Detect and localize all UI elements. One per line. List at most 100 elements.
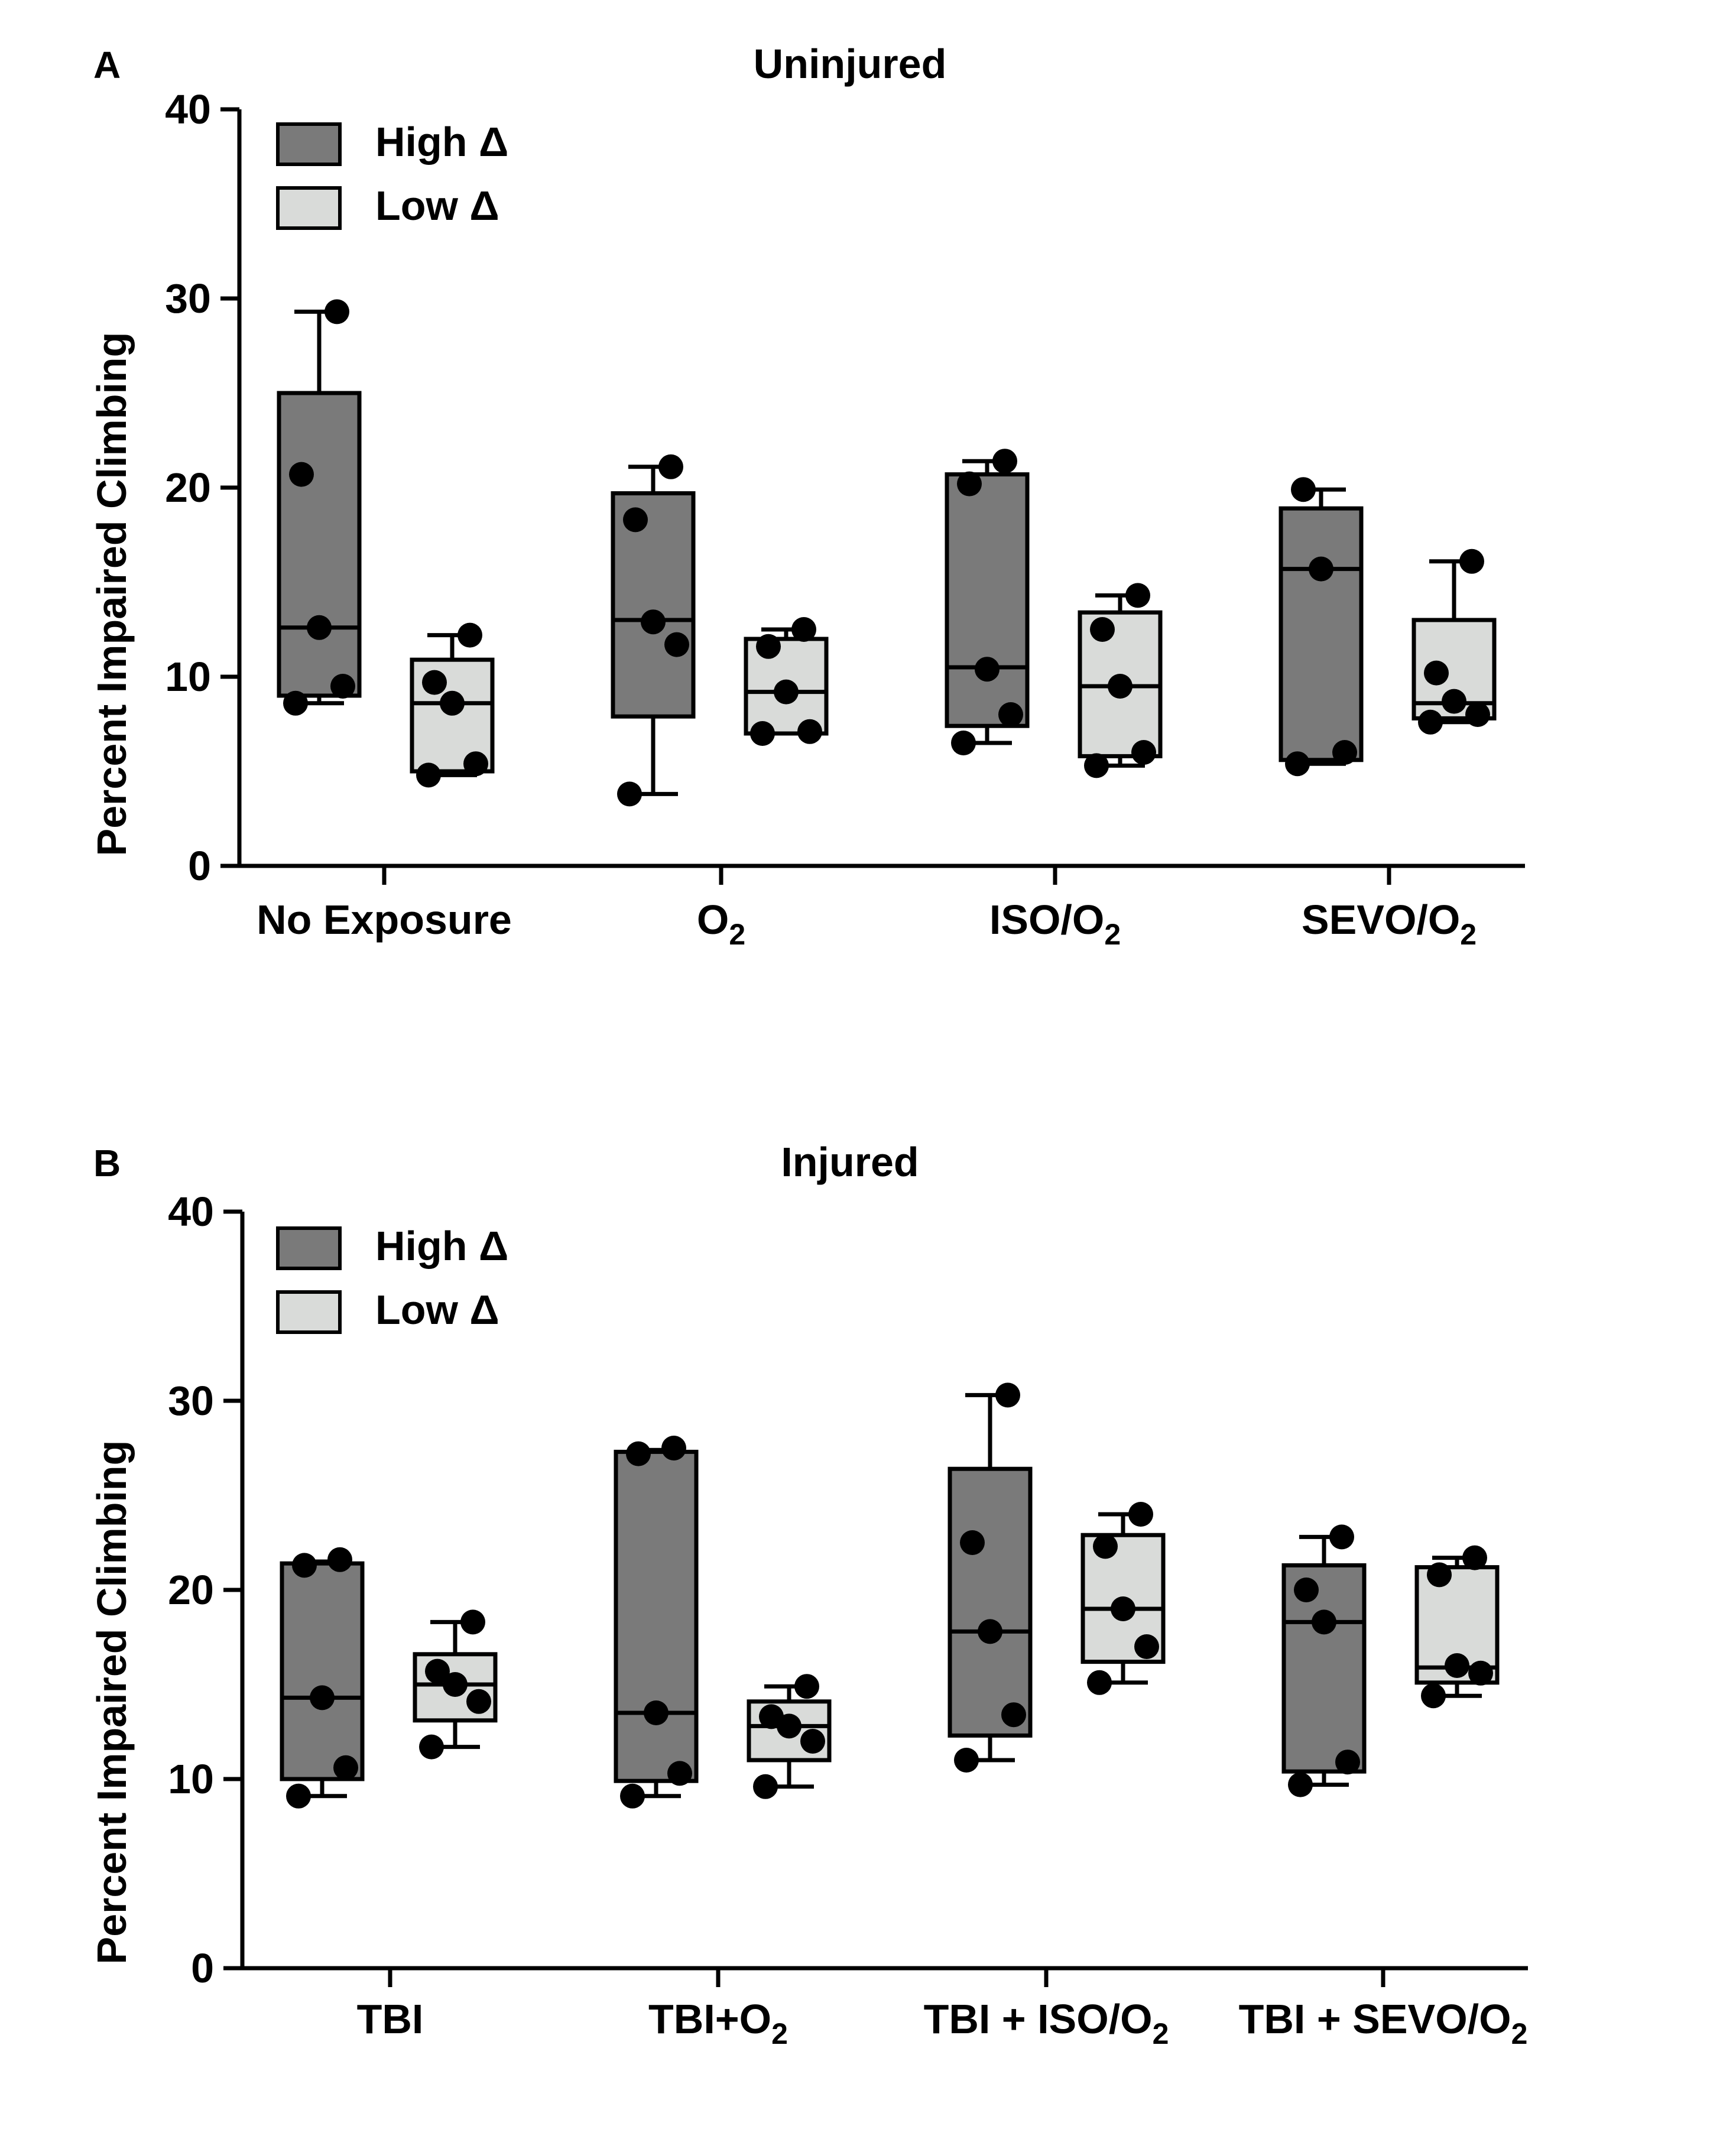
box-group: [1078, 583, 1163, 778]
box-group: [1414, 1545, 1500, 1709]
data-point: [992, 449, 1017, 474]
data-point: [1294, 1578, 1319, 1602]
data-point: [460, 1609, 485, 1635]
data-point: [1312, 1609, 1336, 1635]
x-category-label: SEVO/O2: [1302, 897, 1477, 951]
data-point: [425, 1658, 450, 1684]
data-point: [998, 702, 1023, 727]
x-category-subscript: 2: [771, 2017, 788, 2050]
data-point: [292, 1553, 317, 1578]
data-point: [310, 1685, 335, 1710]
data-point: [667, 1761, 692, 1786]
data-point: [1084, 753, 1109, 778]
y-tick-label: 10: [165, 654, 211, 700]
panel-a-uninjured: A Uninjured Percent Impaired Climbing Hi…: [89, 41, 1525, 951]
data-point: [1128, 1502, 1153, 1527]
legend-swatch-high: [276, 122, 342, 166]
data-point: [1093, 1534, 1118, 1559]
y-tick-label: 0: [188, 843, 211, 889]
box-group: [1080, 1502, 1166, 1695]
panel-b-legend: High Δ Low Δ: [276, 1223, 508, 1334]
box-iqr: [280, 1561, 365, 1781]
panel-b-y-axis-label: Percent Impaired Climbing: [89, 1440, 135, 1965]
data-point: [753, 1774, 778, 1799]
data-point: [325, 299, 349, 324]
data-point: [750, 721, 775, 746]
panel-a-y-axis-label: Percent Impaired Climbing: [89, 332, 135, 856]
data-point: [1288, 1772, 1313, 1797]
data-point: [1001, 1702, 1026, 1728]
legend-label-low: Low Δ: [375, 1287, 499, 1333]
data-point: [1291, 477, 1316, 502]
data-point: [1108, 674, 1133, 699]
panel-label-b: B: [93, 1142, 121, 1184]
y-tick-label: 30: [165, 275, 211, 322]
data-point: [1309, 556, 1333, 582]
panel-label-a: A: [93, 44, 121, 86]
data-point: [620, 1783, 645, 1809]
box-iqr: [945, 472, 1030, 728]
x-category-subscript: 2: [1460, 918, 1477, 951]
data-point: [1465, 702, 1490, 727]
legend-swatch-low: [276, 1290, 342, 1334]
data-point: [416, 762, 441, 788]
y-tick-label: 30: [168, 1378, 214, 1424]
data-point: [1421, 1683, 1446, 1709]
box-group: [1281, 1524, 1367, 1797]
data-point: [1134, 1634, 1159, 1659]
data-point: [1427, 1562, 1452, 1588]
y-tick-label: 10: [168, 1756, 214, 1802]
data-point: [463, 751, 488, 777]
y-tick-label: 40: [165, 86, 211, 132]
data-point: [960, 1530, 985, 1555]
panel-b-title: Injured: [781, 1139, 919, 1185]
data-point: [1462, 1545, 1487, 1570]
data-point: [440, 690, 465, 716]
legend-label-high: High Δ: [375, 1223, 508, 1269]
data-point: [457, 622, 482, 648]
box-group: [1279, 477, 1364, 777]
box-group: [945, 449, 1030, 755]
box-iqr: [611, 491, 696, 719]
box-iqr: [1281, 1563, 1367, 1774]
data-point: [1332, 740, 1357, 765]
data-point: [800, 1729, 825, 1754]
box-group: [410, 622, 495, 788]
data-point: [756, 634, 781, 659]
data-point: [623, 507, 648, 533]
data-point: [957, 471, 982, 496]
panel-b-injured: B Injured Percent Impaired Climbing High…: [89, 1139, 1528, 2050]
data-point: [307, 615, 332, 640]
data-point: [1285, 751, 1310, 777]
data-point: [283, 690, 308, 716]
x-category-label: TBI+O2: [648, 1996, 788, 2050]
data-point: [664, 632, 689, 657]
panel-b-plot-area: 0 10 20 30 40 TBI TBI+O2 TBI + ISO/O2 TBI + SEVO…: [168, 1189, 1528, 2050]
x-category-subscript: 2: [1104, 918, 1121, 951]
box-iqr: [948, 1466, 1033, 1738]
data-point: [975, 657, 1000, 682]
legend-swatch-high: [276, 1226, 342, 1270]
data-point: [1131, 740, 1156, 765]
legend-label-low: Low Δ: [375, 183, 499, 229]
data-point: [1087, 1670, 1112, 1695]
data-point: [333, 1755, 358, 1780]
data-point: [1459, 548, 1484, 574]
box-group: [948, 1382, 1033, 1773]
box-group: [1411, 548, 1497, 735]
box-group: [611, 454, 696, 807]
data-point: [774, 679, 799, 705]
x-category-label: No Exposure: [257, 897, 512, 943]
data-point: [1424, 660, 1449, 686]
x-category-subscript: 2: [1511, 2017, 1528, 2050]
x-category-subscript: 2: [729, 918, 745, 951]
y-tick-label: 20: [168, 1567, 214, 1613]
data-point: [419, 1734, 444, 1760]
box-group: [280, 1547, 365, 1809]
data-point: [286, 1783, 311, 1809]
x-category-label: TBI + ISO/O2: [924, 1996, 1169, 2050]
data-point: [1418, 709, 1443, 735]
y-tick-label: 40: [168, 1189, 214, 1235]
data-point: [422, 670, 447, 695]
